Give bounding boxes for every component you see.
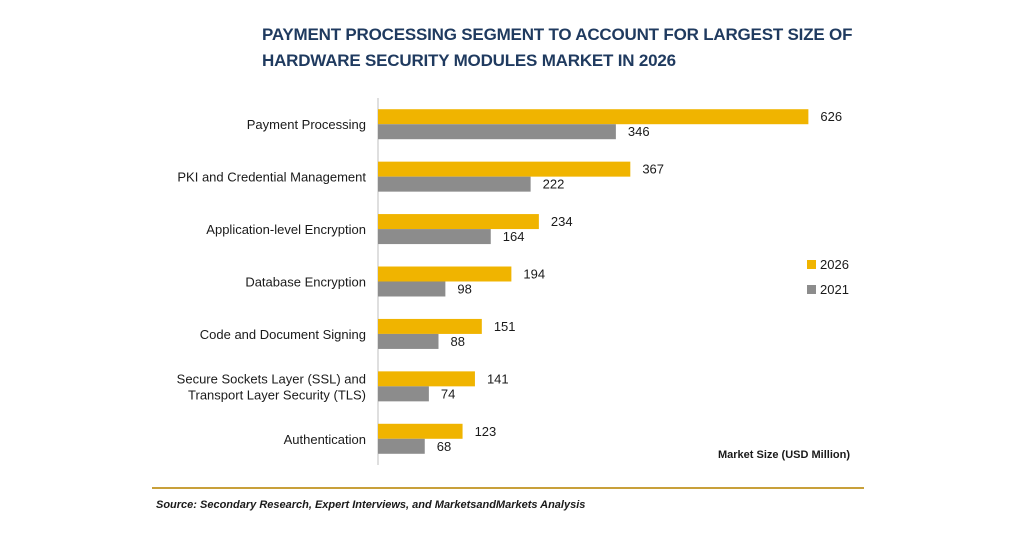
data-label-2026: 234 [551,214,573,229]
data-label-2021: 346 [628,124,650,139]
bar-2021 [378,333,439,349]
data-label-2026: 367 [642,162,664,177]
chart-title-line-1: PAYMENT PROCESSING SEGMENT TO ACCOUNT FO… [262,25,853,44]
bar-2026 [378,266,512,282]
data-label-2026: 123 [475,424,497,439]
bar-2021 [378,176,531,192]
bar-2026 [378,161,631,177]
chart-title-line-2: HARDWARE SECURITY MODULES MARKET IN 2026 [262,51,676,70]
legend-swatch-2026 [807,260,816,269]
bar-2021 [378,438,425,454]
bar-2021 [378,281,446,297]
bar-2026 [378,109,809,125]
source-note: Source: Secondary Research, Expert Inter… [156,499,586,511]
data-label-2021: 164 [503,229,525,244]
category-label: Database Encryption [245,275,366,290]
data-label-2026: 141 [487,371,509,386]
category-label: Authentication [284,432,366,447]
plot-area: Payment Processing 626 346 PKI and Credenti… [177,98,842,465]
bar-2021 [378,229,491,245]
bar-2021 [378,386,429,402]
category-label: Payment Processing [247,117,366,132]
category-label: Application-level Encryption [206,222,366,237]
chart-title: PAYMENT PROCESSING SEGMENT TO ACCOUNT FO… [262,22,882,74]
bar-2026 [378,423,463,439]
data-label-2021: 222 [543,177,565,192]
category-label: PKI and Credential Management [177,170,366,185]
legend-label-2021: 2021 [820,282,849,297]
legend-label-2026: 2026 [820,257,849,272]
bar-2026 [378,318,482,334]
data-label-2021: 74 [441,386,455,401]
bar-2026 [378,371,475,387]
category-label: Transport Layer Security (TLS) [188,387,366,402]
data-label-2021: 98 [457,282,471,297]
bar-2026 [378,214,539,230]
legend-swatch-2021 [807,285,816,294]
data-label-2021: 68 [437,439,451,454]
bar-2021 [378,124,616,140]
category-label: Code and Document Signing [200,327,366,342]
data-label-2026: 194 [523,267,545,282]
legend: 2026 2021 [807,257,849,297]
source-divider [152,487,864,489]
unit-label: Market Size (USD Million) [717,449,850,461]
category-label: Secure Sockets Layer (SSL) and [177,371,366,386]
data-label-2026: 151 [494,319,516,334]
data-label-2026: 626 [820,109,842,124]
data-label-2021: 88 [451,334,465,349]
